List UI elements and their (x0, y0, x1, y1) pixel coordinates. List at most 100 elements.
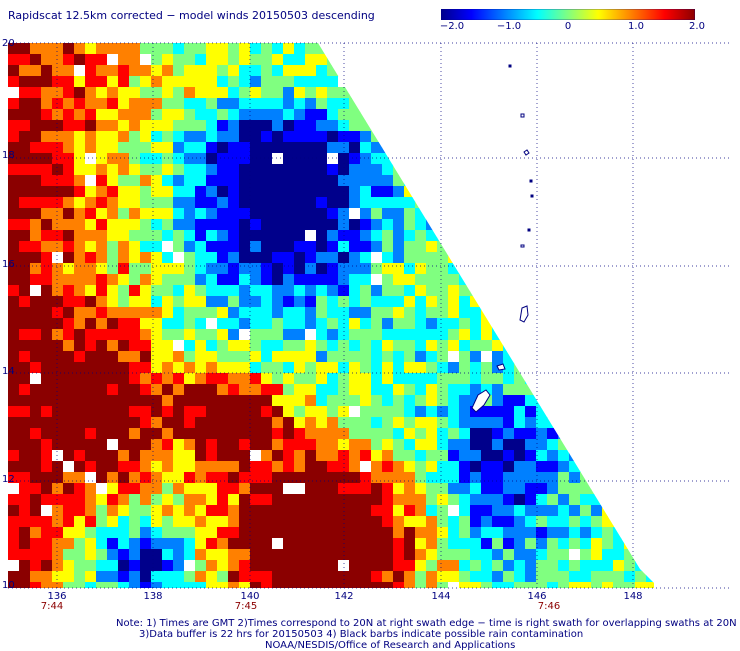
swath-cell (239, 164, 251, 176)
swath-cell (228, 505, 240, 517)
swath-cell (437, 395, 449, 407)
swath-cell (19, 230, 31, 242)
swath-cell (8, 120, 20, 132)
swath-cell (624, 65, 636, 77)
swath-cell (459, 43, 471, 55)
swath-cell (569, 461, 581, 473)
swath-cell (657, 362, 669, 374)
swath-cell (448, 197, 460, 209)
swath-cell (206, 406, 218, 418)
swath-cell (294, 109, 306, 121)
swath-cell (646, 351, 654, 363)
swath-cell (261, 219, 273, 231)
swath-cell (558, 450, 570, 462)
swath-cell (360, 461, 372, 473)
swath-cell (85, 505, 97, 517)
swath-cell (52, 120, 64, 132)
swath-cell (283, 450, 295, 462)
swath-cell (129, 538, 141, 550)
swath-cell (74, 252, 86, 264)
swath-cell (382, 197, 394, 209)
swath-cell (327, 549, 339, 561)
swath-cell (129, 428, 141, 440)
swath-cell (646, 505, 654, 517)
swath-cell (96, 571, 108, 583)
swath-cell (525, 461, 537, 473)
swath-cell (635, 340, 647, 352)
swath-cell (580, 76, 592, 88)
swath-cell (393, 395, 405, 407)
swath-cell (657, 109, 669, 121)
swath-cell (338, 560, 350, 572)
swath-cell (74, 153, 86, 165)
swath-cell (481, 296, 493, 308)
swath-cell (349, 527, 361, 539)
swath-cell (481, 164, 493, 176)
island-guam (471, 389, 491, 413)
swath-cell (272, 395, 284, 407)
swath-cell (239, 109, 251, 121)
swath-cell (184, 472, 196, 484)
swath-cell (481, 186, 493, 198)
swath-cell (63, 54, 75, 66)
swath-cell (107, 65, 119, 77)
swath-cell (569, 230, 581, 242)
swath-cell (129, 439, 141, 451)
swath-cell (569, 131, 581, 143)
swath-cell (404, 164, 416, 176)
swath-cell (316, 527, 328, 539)
swath-cell (360, 54, 372, 66)
swath-cell (261, 252, 273, 264)
swath-cell (503, 109, 515, 121)
swath-cell (569, 109, 581, 121)
swath-cell (305, 98, 317, 110)
swath-cell (404, 142, 416, 154)
swath-cell (349, 197, 361, 209)
swath-cell (294, 296, 306, 308)
swath-cell (382, 285, 394, 297)
swath-cell (151, 417, 163, 429)
swath-cell (635, 120, 647, 132)
swath-cell (481, 43, 493, 55)
swath-cell (657, 450, 669, 462)
swath-cell (481, 406, 493, 418)
swath-cell (250, 109, 262, 121)
swath-cell (657, 329, 669, 341)
swath-cell (129, 87, 141, 99)
swath-cell (305, 65, 317, 77)
swath-cell (470, 252, 482, 264)
swath-cell (74, 230, 86, 242)
swath-cell (646, 538, 654, 550)
swath-cell (8, 285, 20, 297)
swath-cell (657, 252, 669, 264)
swath-cell (19, 208, 31, 220)
swath-cell (74, 307, 86, 319)
swath-cell (162, 208, 174, 220)
swath-cell (613, 241, 625, 253)
swath-cell (481, 76, 493, 88)
swath-cell (272, 142, 284, 154)
swath-cell (52, 417, 64, 429)
swath-cell (536, 472, 548, 484)
swath-cell (107, 263, 119, 275)
swath-cell (338, 461, 350, 473)
swath-cell (316, 219, 328, 231)
swath-cell (569, 285, 581, 297)
swath-cell (624, 230, 636, 242)
swath-cell (74, 98, 86, 110)
swath-cell (558, 340, 570, 352)
swath-cell (448, 450, 460, 462)
swath-cell (184, 208, 196, 220)
swath-cell (327, 65, 339, 77)
swath-cell (8, 164, 20, 176)
swath-cell (107, 505, 119, 517)
swath-cell (371, 560, 383, 572)
swath-cell (228, 406, 240, 418)
swath-cell (591, 439, 603, 451)
swath-cell (536, 230, 548, 242)
swath-cell (602, 527, 614, 539)
swath-cell (151, 384, 163, 396)
swath-cell (503, 329, 515, 341)
swath-cell (41, 417, 53, 429)
island-small-6 (527, 228, 531, 232)
